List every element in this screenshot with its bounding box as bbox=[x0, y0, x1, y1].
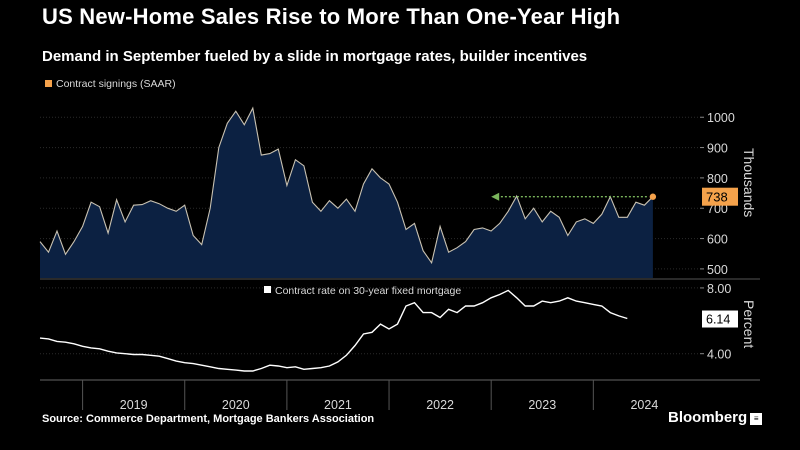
y-tick-label: 8.00 bbox=[707, 282, 731, 296]
y-tick-label: 1000 bbox=[707, 111, 735, 125]
y-tick-label: 600 bbox=[707, 233, 728, 247]
x-axis: 2019 2020 2021 2022 2023 2024 bbox=[40, 379, 760, 412]
x-tick-label: 2023 bbox=[528, 398, 556, 412]
sales-area bbox=[40, 108, 653, 278]
source-note: Source: Commerce Department, Mortgage Ba… bbox=[42, 413, 375, 425]
rate-panel: 4.00 8.00 6.14 bbox=[39, 282, 738, 372]
sales-panel: 500 600 700 800 900 1000 738 bbox=[39, 106, 760, 280]
rate-line bbox=[39, 289, 628, 372]
brand-name: Bloomberg bbox=[668, 409, 748, 426]
latest-value-badge bbox=[702, 187, 738, 206]
legend-label-sales: Contract signings (SAAR) bbox=[56, 78, 176, 90]
y-tick-label: 700 bbox=[707, 202, 728, 216]
rate-latest-label: 6.14 bbox=[706, 313, 730, 327]
x-tick-label: 2021 bbox=[324, 398, 352, 412]
x-tick-label: 2024 bbox=[630, 398, 658, 412]
y-tick-label: 500 bbox=[707, 263, 728, 277]
legend-label-rate: Contract rate on 30-year fixed mortgage bbox=[275, 285, 461, 297]
bloomberg-logo: Bloomberg ≡ bbox=[668, 409, 763, 426]
legend-swatch-rate bbox=[264, 286, 271, 293]
latest-point bbox=[649, 193, 657, 200]
sales-line bbox=[39, 106, 654, 265]
y-tick-label: 900 bbox=[707, 142, 728, 156]
x-tick-label: 2020 bbox=[222, 398, 250, 412]
y-tick-label: 4.00 bbox=[707, 348, 731, 362]
x-tick-label: 2022 bbox=[426, 398, 454, 412]
x-tick-label: 2019 bbox=[120, 398, 148, 412]
chart-title: US New-Home Sales Rise to More Than One-… bbox=[42, 4, 621, 29]
bloomberg-terminal-icon: ≡ bbox=[750, 413, 763, 425]
legend-swatch-sales bbox=[45, 80, 52, 87]
rate-latest-badge bbox=[702, 310, 738, 328]
y-tick-label: 800 bbox=[707, 172, 728, 186]
axis-title-thousands: Thousands bbox=[741, 148, 757, 217]
reference-arrowhead bbox=[491, 192, 500, 201]
latest-value-label: 738 bbox=[706, 190, 728, 205]
chart-subtitle: Demand in September fueled by a slide in… bbox=[42, 48, 588, 65]
axis-title-percent: Percent bbox=[741, 300, 757, 348]
